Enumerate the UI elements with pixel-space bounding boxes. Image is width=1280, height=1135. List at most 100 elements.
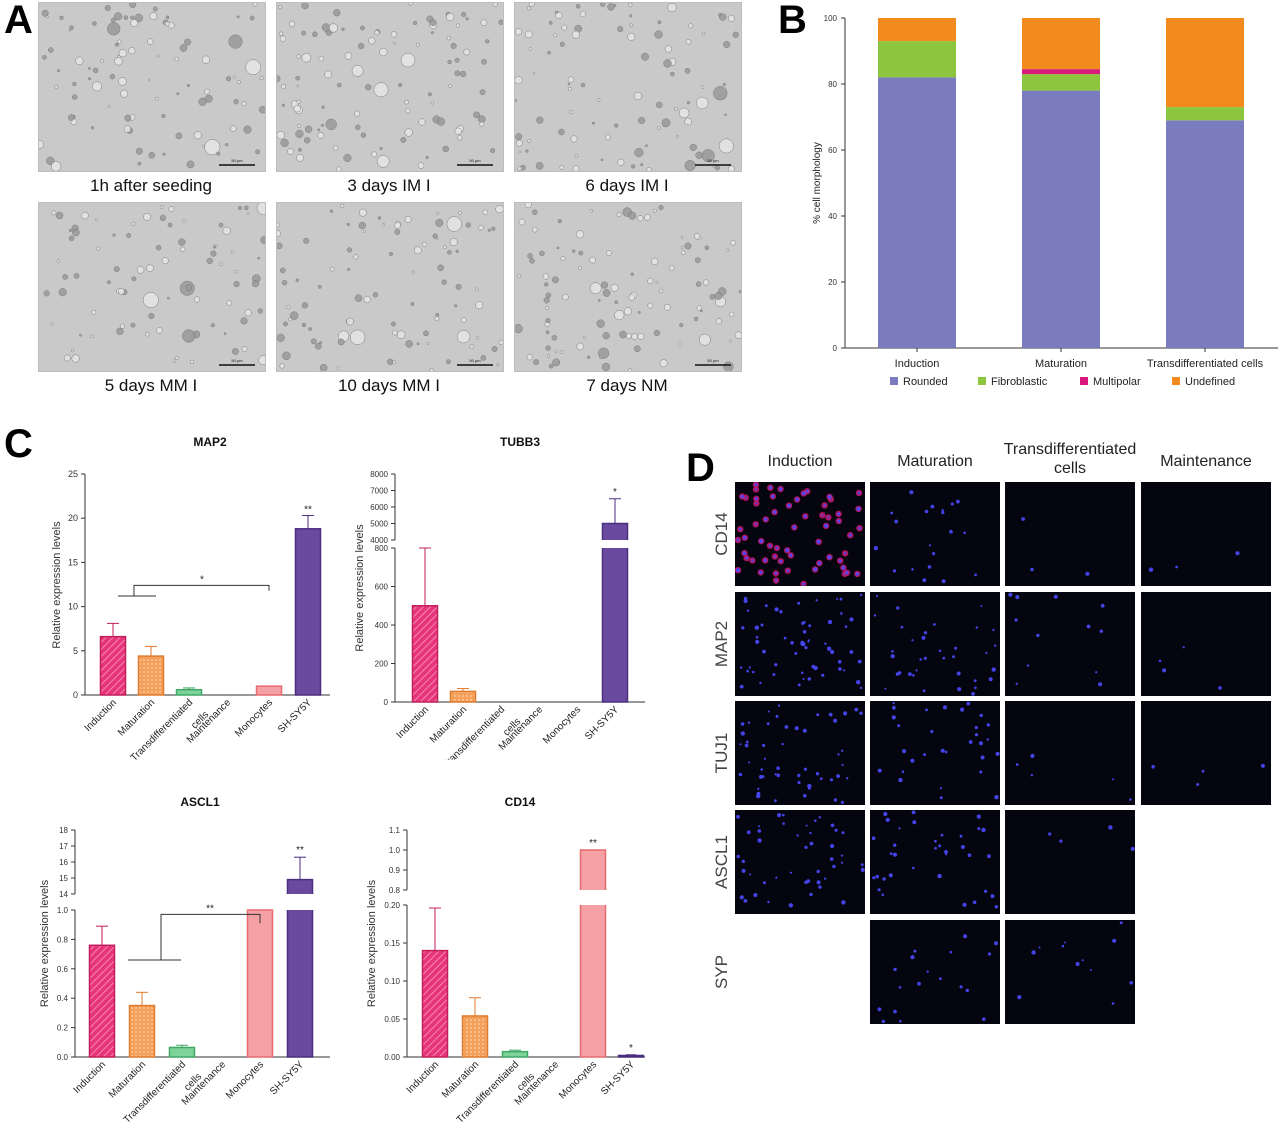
nucleus (952, 655, 955, 659)
bar (99, 635, 127, 696)
cell-blob (454, 304, 458, 308)
nucleus (762, 743, 766, 747)
cell-blob (252, 3, 258, 7)
nucleus (758, 825, 761, 828)
nucleus (766, 722, 770, 726)
cell-blob (475, 336, 480, 340)
cell-blob (545, 345, 551, 351)
cell-blob (295, 278, 300, 282)
nucleus (838, 667, 842, 671)
x-tick-label: Transdifferentiated cells (1147, 358, 1264, 370)
nucleus (942, 705, 948, 710)
cell-blob (92, 21, 97, 26)
nucleus (939, 977, 942, 981)
nucleus (759, 539, 764, 544)
cell-blob (429, 19, 437, 27)
nucleus (768, 544, 772, 548)
micrograph-4: 50 μm (38, 202, 266, 372)
cell-blob (684, 242, 692, 250)
cell-blob (589, 282, 602, 295)
cell-blob (647, 302, 654, 309)
cell-blob (354, 110, 361, 117)
cell-blob (167, 222, 173, 228)
micrograph-caption: 1h after seeding (90, 176, 212, 195)
nucleus (832, 864, 836, 869)
cell-blob (90, 334, 94, 339)
cell-blob (633, 91, 642, 101)
nucleus (968, 740, 973, 744)
cell-blob (515, 324, 523, 334)
nucleus (841, 861, 844, 864)
nucleus (1015, 763, 1019, 766)
nucleus (759, 774, 763, 779)
cell-blob (570, 135, 578, 143)
cell-blob (152, 6, 158, 12)
cell-blob (544, 306, 549, 311)
nucleus (840, 854, 843, 857)
y-tick-label: 40 (828, 212, 837, 221)
cell-blob (738, 289, 741, 294)
nucleus (940, 833, 944, 837)
cell-blob (39, 140, 44, 149)
cell-blob (447, 59, 452, 65)
nucleus (857, 659, 862, 664)
cell-blob (442, 245, 447, 250)
cell-blob (219, 262, 223, 266)
cd14-bar-chart: CD14 0.00 0.05 0.10 0.15 0.20 0.8 0.9 1.0 1.1 Rela… (366, 795, 645, 1126)
nucleus (783, 636, 787, 640)
cell-blob (232, 75, 236, 79)
nucleus (757, 829, 762, 833)
scale-bar-label: 50 μm (707, 158, 719, 163)
nucleus (804, 646, 808, 650)
cell-blob (613, 3, 617, 7)
fluorescence-tile (870, 810, 1000, 914)
cell-blob (661, 118, 671, 128)
cell-blob (629, 14, 633, 18)
micrograph-caption: 10 days MM I (337, 376, 441, 395)
cell-blob (117, 39, 122, 44)
nucleus (967, 853, 972, 857)
nucleus (787, 503, 791, 508)
y-tick-label: 14 (59, 890, 68, 899)
nucleus (754, 625, 759, 630)
nucleus (892, 852, 898, 857)
x-tick-label: Maturation (440, 1059, 481, 1100)
nucleus (875, 874, 879, 879)
cell-blob (344, 52, 353, 60)
cell-blob (374, 30, 380, 36)
cell-blob (637, 332, 645, 340)
cell-blob (278, 31, 284, 36)
cell-blob (146, 264, 154, 272)
cell-blob (478, 225, 484, 231)
axis-break-gap (285, 894, 315, 910)
nucleus (745, 556, 748, 560)
cell-blob (668, 265, 675, 271)
cell-blob (539, 250, 545, 257)
cell-blob (332, 145, 339, 151)
cell-blob (480, 19, 488, 27)
nucleus (776, 766, 780, 770)
cell-blob (189, 359, 195, 365)
nucleus (827, 555, 832, 560)
nucleus (753, 893, 758, 897)
cell-blob (231, 250, 235, 254)
cell-blob (130, 322, 136, 328)
nucleus (966, 701, 971, 706)
cell-blob (491, 226, 496, 231)
cell-blob (258, 355, 265, 366)
nucleus (801, 621, 805, 625)
nucleus (779, 610, 783, 614)
nucleus (827, 495, 832, 499)
nucleus (849, 617, 854, 622)
nucleus (949, 950, 953, 954)
cell-blob (394, 229, 401, 235)
cell-blob (714, 165, 720, 171)
nucleus (821, 514, 824, 517)
cell-blob (491, 346, 498, 352)
y-tick-label: 6000 (370, 503, 388, 512)
cell-blob (653, 329, 661, 337)
nucleus (941, 509, 944, 512)
nucleus (761, 775, 765, 778)
cell-blob (535, 162, 544, 170)
cell-blob (71, 94, 78, 100)
